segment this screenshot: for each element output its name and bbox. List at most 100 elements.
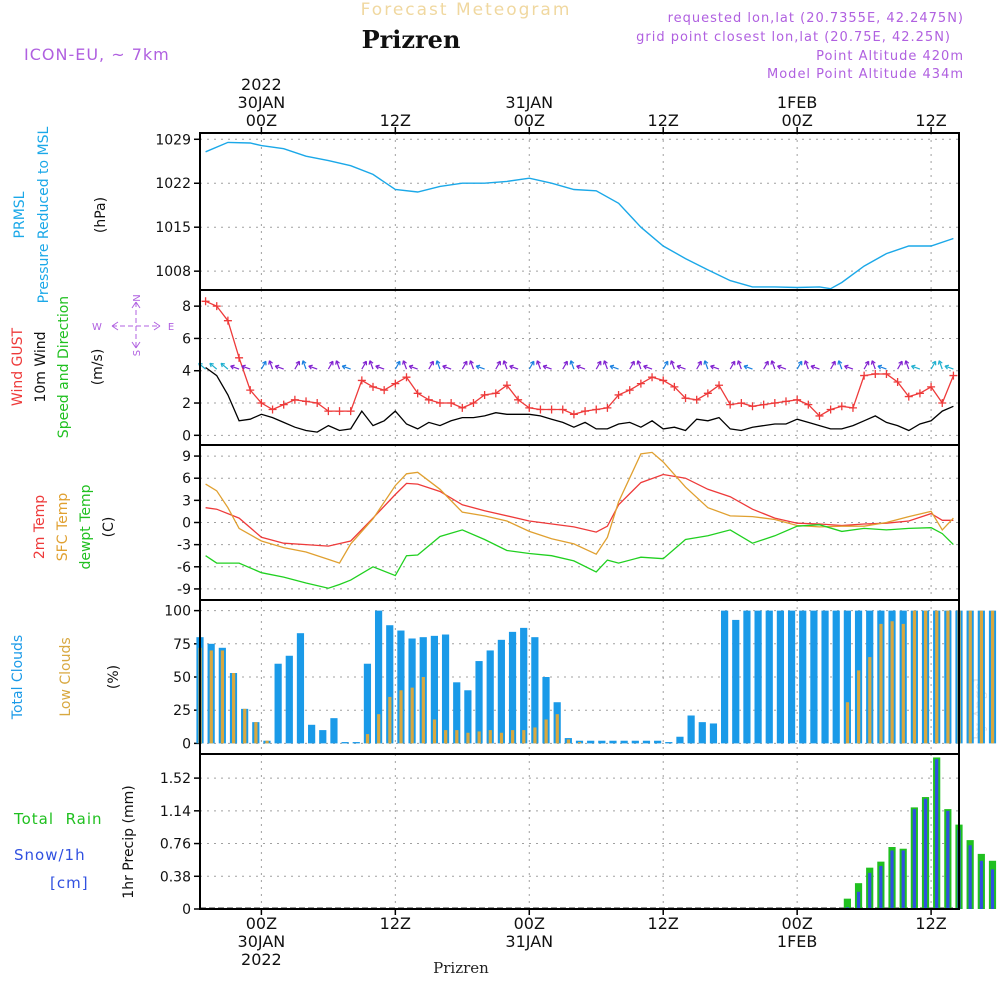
y-tick-label: -3	[177, 538, 191, 554]
y-tick-label: 6	[182, 471, 191, 487]
grid-point-location: grid point closest lon,lat (20.75E, 42.2…	[636, 30, 951, 45]
y-tick-label: 25	[173, 703, 191, 719]
gust-marker	[793, 395, 802, 404]
total-clouds-bar	[508, 631, 517, 744]
gust-marker	[514, 395, 523, 404]
wind-direction-arrow	[275, 365, 284, 370]
total-clouds-bar	[587, 740, 595, 744]
low-clouds-bar	[231, 673, 236, 744]
footer-station: Prizren	[433, 959, 489, 977]
gust-marker	[871, 369, 880, 378]
low-clouds-bar	[399, 690, 403, 744]
low-clouds-bar	[968, 610, 972, 744]
wind-direction-arrow	[361, 361, 367, 370]
precip-panel: 0 0.38 0.76 1.14 1.52	[160, 754, 959, 918]
wind-arrow-head	[602, 360, 608, 365]
y-tick-label: 9	[182, 449, 191, 465]
snow-bar	[923, 798, 928, 909]
wind-arrow-head	[697, 360, 702, 366]
model-altitude: Model Point Altitude 434m	[767, 67, 964, 82]
gust-marker	[302, 397, 311, 406]
wind-direction-arrow	[930, 361, 937, 370]
total-clouds-bar	[776, 610, 785, 744]
y-tick-label: 0	[182, 736, 191, 752]
temp2m-line	[205, 473, 954, 547]
snow-unit-label: [cm]	[50, 874, 89, 892]
wind-direction-arrow	[603, 360, 608, 370]
wind-direction-arrow	[509, 365, 519, 370]
top-time-label: 12Z	[915, 111, 946, 130]
wind-arrow-head	[241, 364, 246, 370]
low-clouds-bar	[522, 730, 526, 744]
total-clouds-bar	[698, 722, 706, 744]
wind-direction-arrow	[676, 365, 686, 370]
y-tick-label: -6	[177, 560, 191, 576]
requested-location: requested lon,lat (20.7355E, 42.2475N)	[668, 11, 964, 26]
wind-direction-arrow	[838, 360, 843, 370]
total-clouds-bar	[363, 663, 372, 744]
dewpoint-line	[205, 524, 954, 589]
wind-arrow-head	[576, 364, 581, 370]
wind-arrow-head	[308, 364, 313, 370]
gust-marker	[212, 302, 221, 311]
total-clouds-bar	[821, 610, 829, 744]
gust-marker	[927, 382, 936, 391]
wind-arrow-head	[676, 364, 682, 370]
snow-bar	[968, 845, 972, 909]
wind-direction-arrow	[268, 360, 274, 370]
low-clouds-bar	[365, 734, 370, 744]
y-tick-label: 0	[182, 902, 191, 918]
wind-direction-arrow	[911, 365, 921, 370]
top-time-label: 00Z	[781, 111, 812, 130]
wind-arrow-head	[341, 364, 347, 370]
low-clouds-bar	[979, 610, 984, 744]
temp2m-label: 2m Temp	[32, 495, 48, 559]
wind-direction-arrow	[408, 365, 418, 370]
low-clouds-bar	[254, 722, 258, 744]
wind-arrow-head	[764, 360, 769, 366]
wind-direction-arrow	[662, 361, 669, 370]
wind-direction-arrow	[897, 361, 903, 370]
low-clouds-bar	[432, 719, 437, 744]
gust-marker	[469, 399, 478, 408]
compass-west: W	[92, 322, 102, 333]
low-clouds-bar	[388, 696, 392, 744]
wind-direction-arrow	[503, 360, 508, 370]
wind-panel: 0 2 4 6 8	[182, 290, 959, 445]
gust-marker	[625, 386, 634, 395]
total-clouds-bar	[799, 610, 807, 744]
wind-direction-arrow	[871, 360, 876, 370]
wind-direction-arrow	[394, 361, 401, 370]
wind-arrow-head	[736, 360, 742, 365]
wind-arrow-head	[837, 360, 843, 365]
gust-marker	[670, 382, 679, 391]
wind-direction-arrow	[375, 365, 385, 370]
low-clouds-bar	[511, 730, 515, 744]
total-clouds-label: Total Clouds	[10, 635, 26, 720]
gust-marker	[837, 402, 846, 411]
total-clouds-bar	[598, 740, 606, 744]
wind-direction-arrow	[804, 360, 809, 370]
wind-arrow-head	[569, 360, 575, 365]
gust-marker	[648, 373, 657, 382]
bottom-time-label: 31JAN	[505, 932, 553, 951]
low-clouds-bar	[410, 687, 414, 744]
wind-arrow-head	[209, 362, 214, 368]
wind-arrow-head	[429, 360, 434, 366]
total-clouds-bar	[676, 736, 684, 744]
wind-arrow-head	[803, 360, 809, 365]
gust-marker	[569, 410, 578, 419]
gust-marker	[904, 392, 913, 401]
total-clouds-bar	[374, 610, 383, 744]
gust-marker	[659, 376, 668, 385]
gust-marker	[715, 381, 724, 390]
wind-arrow-head	[797, 360, 803, 366]
gust-marker	[882, 369, 891, 378]
gust-marker	[860, 371, 869, 380]
wind-direction-arrow	[302, 360, 307, 370]
rain-bar	[843, 898, 851, 909]
gust-marker	[279, 400, 288, 409]
low-clouds-bar	[220, 650, 225, 744]
top-time-label: 12Z	[380, 111, 411, 130]
top-time-label: 1FEB	[777, 93, 817, 112]
